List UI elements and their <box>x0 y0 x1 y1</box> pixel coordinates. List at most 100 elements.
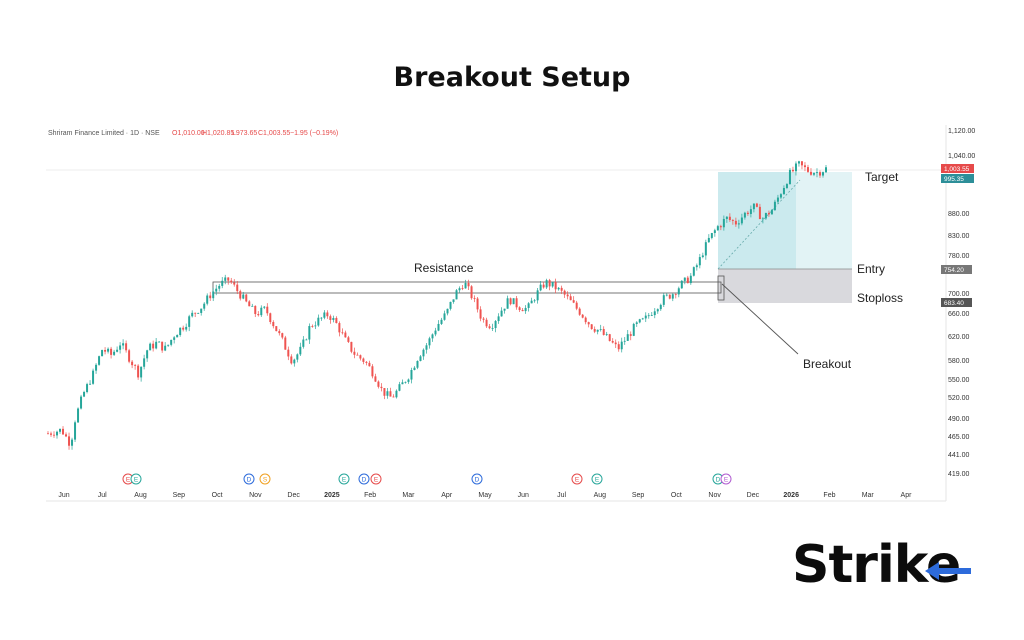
ohlc-close: C1,003.55 <box>258 130 290 137</box>
candle-body <box>119 345 122 350</box>
candle-body <box>206 295 209 304</box>
candle-body <box>683 277 686 281</box>
event-marker-circle[interactable] <box>358 473 370 485</box>
event-marker-circle[interactable] <box>338 473 350 485</box>
event-marker-circle[interactable] <box>259 473 271 485</box>
candle-body <box>275 326 278 332</box>
candle-body <box>707 237 710 243</box>
candle-body <box>350 341 353 352</box>
candle-body <box>668 294 671 299</box>
candle-body <box>518 307 521 311</box>
event-marker-label: E <box>724 477 729 484</box>
ohlc-open: O1,010.00 <box>172 130 205 137</box>
candle-body <box>764 212 767 219</box>
x-axis-ticks: Jun Jul Aug Sep Oct Nov Dec 2025 Feb Mar Apr May Jun… <box>58 492 912 499</box>
candle-body <box>344 332 347 338</box>
candle-body <box>137 365 140 378</box>
candle-body <box>698 257 701 266</box>
x-tick-label: Aug <box>134 492 147 499</box>
candle-body <box>665 294 668 296</box>
candle-body <box>131 361 134 366</box>
candle-body <box>155 341 158 349</box>
candle-body <box>596 329 599 332</box>
candle-body <box>305 339 308 341</box>
event-marker-label: E <box>595 477 600 484</box>
candle-body <box>338 323 341 333</box>
candle-body <box>326 312 329 317</box>
y-tick-label: 465.00 <box>948 434 970 441</box>
candle-body <box>494 321 497 329</box>
candle-body <box>581 314 584 318</box>
candle-body <box>104 350 107 352</box>
breakout-label: Breakout <box>803 357 852 371</box>
candle-body <box>341 332 344 334</box>
candle-body <box>467 282 470 287</box>
x-tick-label: Aug <box>594 492 607 499</box>
last-price-text: 1,003.55 <box>944 166 970 173</box>
candle-body <box>761 218 764 220</box>
candle-body <box>197 312 200 314</box>
candle-body <box>770 210 773 215</box>
x-tick-label: Mar <box>862 492 875 499</box>
event-marker-label: E <box>134 477 139 484</box>
event-marker-circle[interactable] <box>571 473 583 485</box>
event-marker-circle[interactable] <box>471 473 483 485</box>
candle-body <box>689 275 692 284</box>
stoploss-zone <box>718 269 852 303</box>
candle-body <box>584 317 587 323</box>
candle-body <box>473 298 476 299</box>
candle-body <box>377 381 380 387</box>
candle-body <box>635 322 638 324</box>
candle-body <box>290 356 293 364</box>
stop-price-text: 683.40 <box>944 300 964 307</box>
y-tick-label: 880.00 <box>948 211 970 218</box>
candle-body <box>47 433 49 435</box>
candle-body <box>782 187 785 195</box>
x-tick-label: Feb <box>364 492 376 499</box>
candle-body <box>428 338 431 346</box>
x-tick-label: 2025 <box>324 492 340 499</box>
candle-body <box>563 290 566 295</box>
candle-body <box>746 212 749 214</box>
event-marker-circle[interactable] <box>243 473 255 485</box>
candle-body <box>263 306 266 308</box>
candle-body <box>251 305 254 307</box>
event-marker-label: E <box>126 477 131 484</box>
candle-body <box>446 308 449 314</box>
candle-body <box>323 312 326 318</box>
x-tick-label: Jun <box>58 492 69 499</box>
candle-body <box>653 311 656 316</box>
candle-body <box>359 355 362 359</box>
candle-body <box>170 339 173 345</box>
strike-logo: Strike <box>792 535 961 595</box>
candle-body <box>302 339 305 347</box>
candle-body <box>521 310 524 312</box>
event-marker-label: S <box>263 477 268 484</box>
candle-body <box>695 265 698 268</box>
x-tick-label: May <box>478 492 492 499</box>
event-marker-label: E <box>374 477 379 484</box>
candle-body <box>266 306 269 314</box>
event-marker-circle[interactable] <box>370 473 382 485</box>
candle-body <box>797 161 800 164</box>
candle-body <box>449 301 452 309</box>
candle-body <box>512 298 515 305</box>
event-marker-circle[interactable] <box>130 473 142 485</box>
candle-body <box>146 350 149 359</box>
candle-body <box>461 288 464 290</box>
event-marker-circle[interactable] <box>720 473 732 485</box>
candle-body <box>122 343 125 346</box>
candle-body <box>737 223 740 225</box>
event-marker-circle[interactable] <box>591 473 603 485</box>
candle-body <box>311 326 314 327</box>
candle-body <box>806 167 809 172</box>
stoploss-label: Stoploss <box>857 291 903 305</box>
candle-body <box>422 349 425 357</box>
candle-body <box>815 172 818 174</box>
candle-body <box>674 294 677 296</box>
candle-body <box>743 212 746 218</box>
candle-body <box>800 161 803 166</box>
candle-body <box>317 317 320 326</box>
